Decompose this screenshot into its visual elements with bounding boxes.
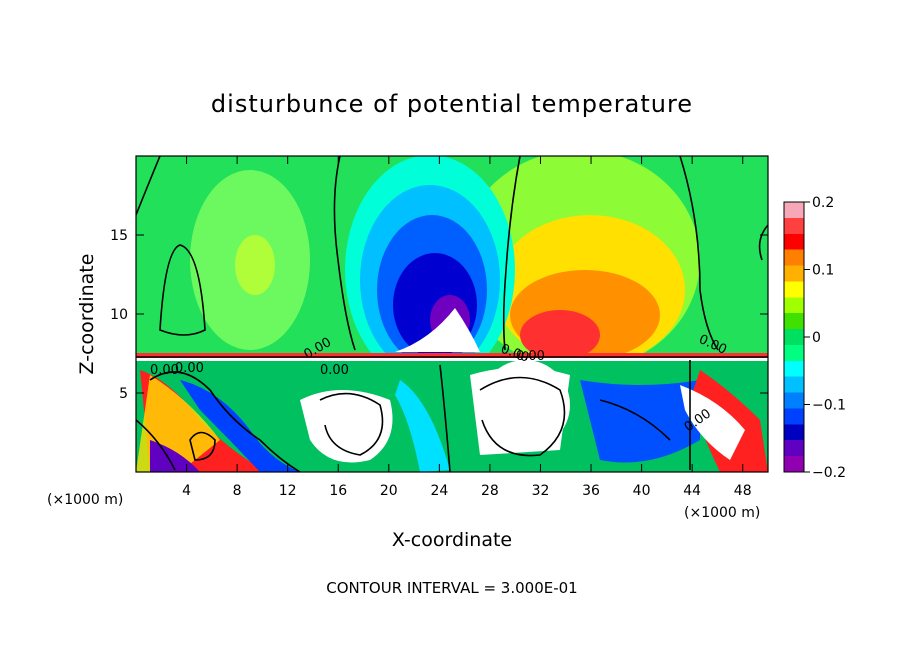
contour-left-loop: [159, 244, 206, 336]
lower-blue-right: [580, 380, 700, 463]
upper-right-red: [520, 310, 600, 360]
y-tick-label-5: 5: [119, 386, 128, 402]
x-tick-label-36: 36: [582, 483, 600, 499]
contour-swirl-4: [149, 371, 301, 472]
x-tick-label-40: 40: [633, 483, 651, 499]
contour-label-3: 0.00: [150, 363, 179, 378]
contour-lines: [136, 156, 768, 472]
colorbar-ticks: 0.2 0.1 0 −0.1 −0.2: [804, 195, 846, 481]
contour-left-lower: [136, 419, 176, 471]
contour-swirl-3: [479, 376, 566, 457]
colorbar-tick-label-1: 0.1: [812, 263, 834, 279]
chart-title: disturbunce of potential temperature: [211, 90, 693, 118]
contour-swirl-5: [599, 399, 671, 441]
cold-pool-white-core: [395, 308, 480, 352]
contour-left-upper: [136, 156, 161, 216]
lower-white-wedge: [470, 367, 570, 455]
contour-interval-note: CONTOUR INTERVAL = 3.000E-01: [326, 579, 577, 597]
lower-white-swirl-1: [300, 390, 393, 463]
x-tick-label-32: 32: [532, 483, 550, 499]
x-tick-label-4: 4: [182, 483, 191, 499]
y-tick-label-15: 15: [110, 228, 128, 244]
colorbar-tick-label-4: −0.2: [812, 465, 846, 481]
lower-white-right: [680, 385, 745, 460]
contour-cold-pool-left: [333, 156, 356, 351]
x-axis-label: X-coordinate: [392, 529, 512, 551]
plot-area: 0.00 0.00 0.00 0.00 0.00 0.00 0.00 0.00: [136, 156, 768, 472]
contour-swirl-2: [189, 431, 216, 461]
y-tick-label-10: 10: [110, 307, 128, 323]
x-unit-label-left: (×1000 m): [47, 492, 123, 508]
contour-cold-pool-right: [502, 156, 521, 351]
x-tick-label-16: 16: [329, 483, 347, 499]
upper-left-yellow: [235, 235, 275, 295]
colorbar-tick-label-3: −0.1: [812, 398, 846, 414]
colorbar: 0.2 0.1 0 −0.1 −0.2: [783, 195, 846, 481]
colorbar-tick-label-0: 0.2: [812, 195, 834, 211]
colorbar-tick-label-2: 0: [812, 330, 821, 346]
lower-blue-band: [180, 380, 300, 472]
contour-label-8: 0.00: [175, 361, 204, 376]
y-axis-ticks: 5 10 15: [110, 228, 768, 402]
x-tick-label-24: 24: [430, 483, 448, 499]
x-tick-label-20: 20: [380, 483, 398, 499]
x-tick-label-48: 48: [734, 483, 752, 499]
inversion-layer-white: [136, 358, 768, 361]
contour-center-column: [439, 364, 451, 472]
x-tick-label-28: 28: [481, 483, 499, 499]
lower-cyan-center: [395, 380, 450, 472]
x-unit-label-right: (×1000 m): [684, 505, 760, 521]
x-tick-label-44: 44: [683, 483, 701, 499]
colorbar-fill: [783, 201, 805, 473]
contour-label-5: 0.00: [516, 349, 545, 364]
contour-right-edge: [758, 224, 768, 261]
inversion-layer-red: [136, 353, 768, 359]
contour-swirl-1: [319, 392, 384, 456]
contour-label-2: 0.00: [320, 363, 349, 378]
x-tick-label-12: 12: [279, 483, 297, 499]
y-axis-label: Z-coordinate: [76, 254, 98, 375]
x-tick-label-8: 8: [233, 483, 242, 499]
x-axis-ticks: 4 8 12 16 20 24 28 32 36 40 44 48: [182, 156, 752, 499]
contour-right-arc: [679, 156, 719, 351]
